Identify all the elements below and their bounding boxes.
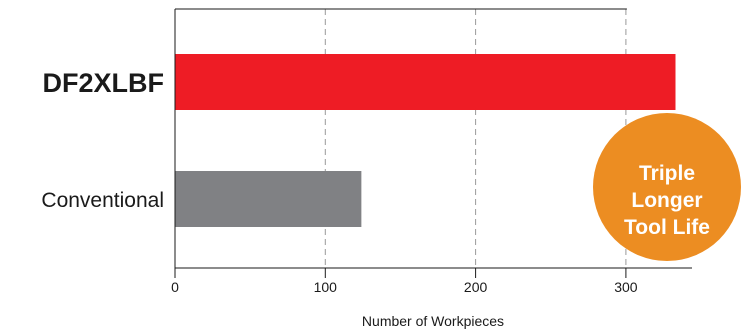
badge-line-1: Triple [639,162,695,185]
x-tick-labels: 0 100 200 300 [171,279,638,295]
bar-conventional [175,171,362,227]
grid-lines [324,9,627,268]
x-tick-label: 300 [614,279,638,295]
category-label: DF2XLBF [43,68,165,98]
badge-line-3: Tool Life [624,216,710,239]
x-tick-marks [174,268,627,278]
badge-line-2: Longer [631,189,702,212]
x-axis-label: Number of Workpieces [362,313,504,329]
category-label: Conventional [41,189,164,212]
x-tick-label: 200 [464,279,488,295]
category-labels: DF2XLBF Conventional [41,68,164,212]
bar-df2xlbf [175,54,676,110]
x-tick-label: 0 [171,279,179,295]
badge-circle [593,113,741,261]
triple-tool-life-badge: Triple Longer Tool Life [593,113,741,261]
x-tick-label: 100 [314,279,338,295]
bars [175,54,676,227]
